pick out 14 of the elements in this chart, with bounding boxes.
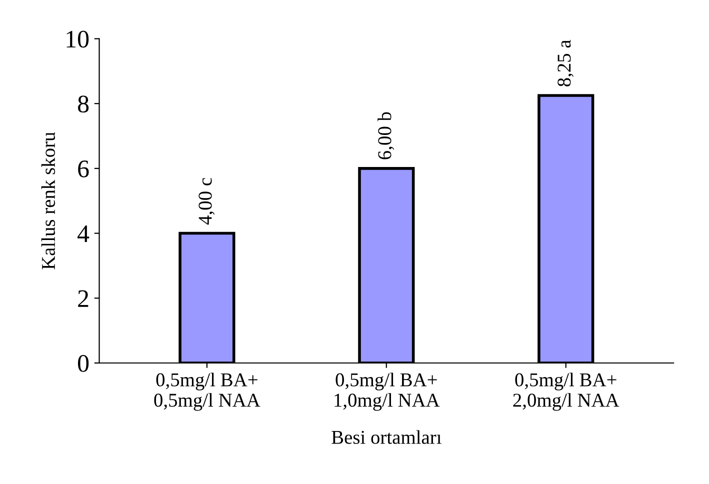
x-axis-title: Besi ortamları <box>332 430 442 444</box>
y-tick-label: 8 <box>78 96 89 112</box>
x-tick-label: 0,5mg/l BA+ 1,0mg/l NAA <box>334 372 440 411</box>
y-tick-label: 6 <box>78 160 89 178</box>
y-tick-label: 10 <box>66 30 89 48</box>
data-label: 8,25 a <box>558 40 574 86</box>
x-tick-label: 0,5mg/l BA+ 0,5mg/l NAA <box>154 372 260 411</box>
x-tick-label: 0,5mg/l BA+ 2,0mg/l NAA <box>513 372 620 411</box>
y-tick-label: 2 <box>78 290 88 307</box>
data-label: 6,00 b <box>378 112 394 160</box>
y-tick-label: 0 <box>78 355 89 372</box>
y-axis-title: Kallus renk skoru <box>41 132 56 270</box>
data-label: 4,00 c <box>198 178 215 225</box>
y-tick-label: 4 <box>78 226 90 242</box>
